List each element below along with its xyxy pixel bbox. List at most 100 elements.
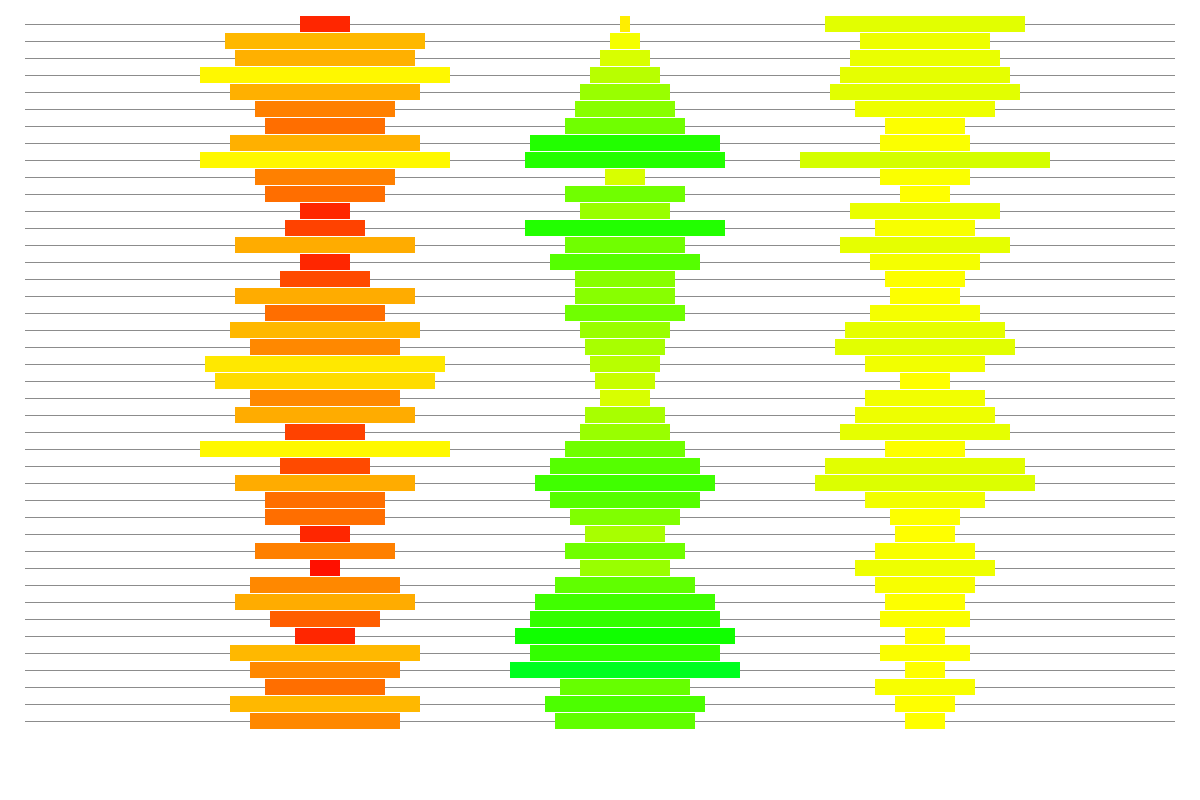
bar bbox=[565, 186, 685, 202]
bar bbox=[255, 169, 395, 185]
bar bbox=[600, 50, 650, 66]
bar bbox=[215, 373, 435, 389]
bar bbox=[230, 135, 420, 151]
bar bbox=[890, 509, 960, 525]
bar bbox=[535, 475, 715, 491]
bar bbox=[580, 84, 670, 100]
bar bbox=[235, 407, 415, 423]
bar bbox=[255, 101, 395, 117]
bar bbox=[870, 305, 980, 321]
bar bbox=[580, 560, 670, 576]
bar bbox=[895, 526, 955, 542]
bar bbox=[205, 356, 445, 372]
bar bbox=[300, 254, 350, 270]
bar bbox=[510, 662, 740, 678]
bar bbox=[295, 628, 355, 644]
bar bbox=[255, 543, 395, 559]
bar bbox=[565, 237, 685, 253]
bar bbox=[610, 33, 640, 49]
bar bbox=[565, 118, 685, 134]
bar bbox=[555, 577, 695, 593]
bar bbox=[590, 356, 660, 372]
bar bbox=[230, 84, 420, 100]
bar bbox=[570, 509, 680, 525]
bar bbox=[250, 577, 400, 593]
bar bbox=[285, 220, 365, 236]
bar bbox=[880, 611, 970, 627]
bar bbox=[580, 203, 670, 219]
bar bbox=[555, 713, 695, 729]
bar bbox=[230, 322, 420, 338]
bar bbox=[885, 594, 965, 610]
bar bbox=[530, 135, 720, 151]
bar bbox=[575, 271, 675, 287]
bar bbox=[575, 101, 675, 117]
series-2 bbox=[510, 16, 740, 729]
bar bbox=[265, 509, 385, 525]
bar bbox=[800, 152, 1050, 168]
bar bbox=[200, 441, 450, 457]
bar bbox=[550, 254, 700, 270]
bar bbox=[840, 424, 1010, 440]
bar bbox=[840, 67, 1010, 83]
bar bbox=[265, 492, 385, 508]
bar bbox=[530, 645, 720, 661]
bar bbox=[855, 101, 995, 117]
bar bbox=[620, 16, 630, 32]
bar bbox=[885, 441, 965, 457]
bar bbox=[235, 594, 415, 610]
bar bbox=[850, 203, 1000, 219]
bar bbox=[595, 373, 655, 389]
bar bbox=[900, 373, 950, 389]
bar bbox=[875, 543, 975, 559]
bar bbox=[525, 220, 725, 236]
bar bbox=[585, 407, 665, 423]
bar bbox=[875, 577, 975, 593]
bar bbox=[300, 203, 350, 219]
bar bbox=[530, 611, 720, 627]
bar bbox=[250, 339, 400, 355]
bar bbox=[280, 271, 370, 287]
bar bbox=[885, 118, 965, 134]
bar bbox=[815, 475, 1035, 491]
bar bbox=[235, 237, 415, 253]
bar bbox=[300, 16, 350, 32]
bar bbox=[230, 696, 420, 712]
bar bbox=[875, 220, 975, 236]
bar bbox=[585, 339, 665, 355]
bar bbox=[235, 50, 415, 66]
bar bbox=[560, 679, 690, 695]
bar bbox=[865, 390, 985, 406]
bar bbox=[235, 288, 415, 304]
bar bbox=[265, 305, 385, 321]
bar bbox=[535, 594, 715, 610]
bar bbox=[250, 662, 400, 678]
bar bbox=[580, 322, 670, 338]
bar bbox=[600, 390, 650, 406]
bar bbox=[605, 169, 645, 185]
bar bbox=[585, 526, 665, 542]
bar bbox=[895, 696, 955, 712]
bar bbox=[550, 458, 700, 474]
bar bbox=[545, 696, 705, 712]
bar bbox=[830, 84, 1020, 100]
bar bbox=[825, 458, 1025, 474]
bar bbox=[200, 67, 450, 83]
bar bbox=[250, 713, 400, 729]
bar bbox=[565, 305, 685, 321]
bar bbox=[550, 492, 700, 508]
bar bbox=[840, 237, 1010, 253]
bar-columns bbox=[200, 16, 1050, 729]
series-3 bbox=[800, 16, 1050, 729]
bar bbox=[200, 152, 450, 168]
bar bbox=[855, 407, 995, 423]
bar bbox=[515, 628, 735, 644]
bar bbox=[250, 390, 400, 406]
bar bbox=[850, 50, 1000, 66]
bar bbox=[890, 288, 960, 304]
bar bbox=[300, 526, 350, 542]
bar bbox=[875, 679, 975, 695]
bar bbox=[905, 628, 945, 644]
bar bbox=[270, 611, 380, 627]
bar bbox=[230, 645, 420, 661]
